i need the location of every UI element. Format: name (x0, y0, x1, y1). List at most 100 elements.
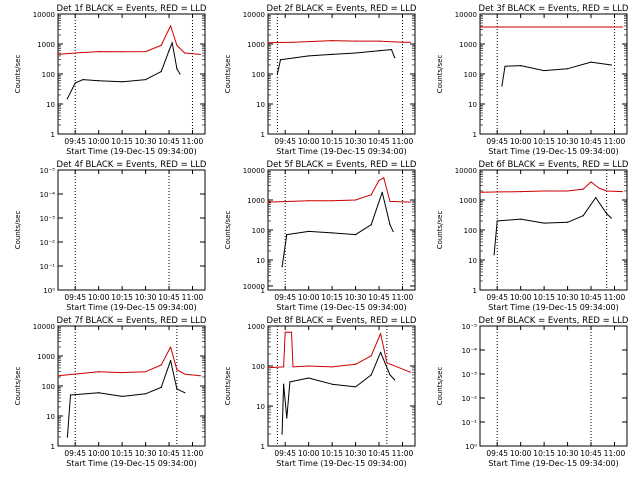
events-point (370, 374, 372, 376)
y-tick-label: 10⁻² (462, 395, 478, 403)
y-tick-label: 10⁻⁴ (462, 347, 478, 355)
y-axis-label: Counts/sec (14, 55, 22, 94)
plot-frame (479, 325, 628, 447)
events-point (610, 217, 612, 219)
lld-series-line (267, 331, 411, 373)
x-tick-label: 10:45 (368, 137, 390, 146)
y-tick-label: 1 (261, 443, 265, 451)
lld-point (176, 369, 178, 371)
x-tick-label: 09:45 (486, 449, 508, 458)
x-axis-label: Start Time (19-Dec-15 09:34:00) (276, 459, 407, 468)
x-tick-label: 09:45 (274, 449, 296, 458)
lld-point (401, 41, 404, 43)
x-tick-label: 10:00 (298, 137, 320, 146)
events-point (590, 61, 592, 63)
lld-point (292, 41, 294, 43)
events-point (144, 79, 147, 81)
events-point (504, 65, 506, 67)
events-point (121, 81, 123, 83)
y-tick-label: 100 (252, 227, 265, 235)
lld-point (283, 366, 285, 368)
lld-point (378, 179, 380, 182)
x-tick-label: 11:00 (182, 449, 204, 458)
lld-point (160, 44, 162, 46)
lld-point (74, 52, 76, 54)
lld-point (409, 201, 411, 203)
x-tick-label: 11:00 (392, 137, 414, 146)
lld-point (370, 355, 372, 357)
lld-point (389, 200, 391, 202)
x-axis-label: Start Time (19-Dec-15 09:34:00) (488, 303, 619, 312)
events-point (66, 98, 68, 100)
lld-point (378, 40, 380, 42)
panel-title: Det 9f BLACK = Events, RED = LLD (479, 316, 629, 326)
lld-series-line (57, 25, 201, 55)
x-tick-label: 09:45 (64, 449, 86, 458)
x-tick-label: 10:15 (533, 137, 555, 146)
x-tick-label: 10:00 (88, 293, 110, 302)
lld-point (543, 190, 545, 192)
events-point (289, 381, 291, 383)
events-point (82, 79, 84, 81)
y-axis-label: Counts/sec (14, 211, 22, 250)
lld-point (166, 31, 169, 33)
lld-point (479, 26, 481, 28)
y-axis-label: Counts/sec (436, 367, 444, 406)
lld-point (184, 373, 186, 375)
events-point (501, 85, 503, 87)
lld-series-line (57, 346, 201, 377)
x-tick-label: 10:00 (88, 137, 110, 146)
events-point (582, 215, 584, 217)
y-axis-label: Counts/sec (224, 55, 232, 94)
events-series-line (66, 42, 181, 99)
y-axis-label: Counts/sec (436, 55, 444, 94)
lld-point (409, 371, 411, 373)
lld-point (590, 181, 592, 183)
events-point (184, 392, 186, 394)
x-tick-label: 10:30 (345, 449, 367, 458)
y-tick-label: 10 (46, 413, 55, 421)
plot-frame (267, 325, 416, 447)
events-series-line (493, 197, 612, 255)
events-point (179, 73, 181, 75)
y-tick-label: 10000 (243, 11, 265, 19)
y-tick-label: 100 (252, 71, 265, 79)
x-tick-label: 10:45 (158, 137, 180, 146)
x-tick-label: 10:45 (158, 293, 180, 302)
events-point (394, 57, 396, 59)
lld-point (121, 51, 123, 53)
events-point (69, 394, 72, 396)
x-tick-label: 10:45 (158, 449, 180, 458)
plot-frame (57, 169, 206, 291)
events-point (176, 388, 178, 390)
y-tick-label: 10000 (33, 11, 55, 19)
x-tick-label: 10:15 (321, 137, 343, 146)
y-tick-label: 100 (464, 227, 477, 235)
events-point (121, 395, 123, 398)
events-point (493, 254, 495, 256)
lld-point (379, 332, 382, 335)
x-tick-label: 10:15 (111, 449, 133, 458)
x-tick-label: 10:45 (580, 137, 602, 146)
y-axis-label: Counts/sec (224, 367, 232, 406)
plot-frame (57, 325, 206, 447)
x-axis-label: Start Time (19-Dec-15 09:34:00) (66, 147, 197, 156)
events-point (390, 49, 393, 51)
lld-point (331, 200, 333, 202)
lld-series-line (479, 181, 623, 193)
lld-point (354, 40, 357, 42)
events-point (144, 393, 147, 395)
lld-point (606, 190, 608, 192)
lld-point (308, 200, 310, 202)
panel-title: Det 4f BLACK = Events, RED = LLD (57, 160, 207, 170)
events-point (379, 351, 382, 353)
x-tick-label: 11:00 (604, 137, 626, 146)
panel-title: Det 6f BLACK = Events, RED = LLD (479, 160, 629, 170)
events-point (354, 52, 357, 54)
x-tick-label: 10:45 (580, 449, 602, 458)
lld-point (479, 191, 481, 193)
x-tick-label: 10:15 (533, 293, 555, 302)
x-tick-label: 11:00 (392, 293, 414, 302)
